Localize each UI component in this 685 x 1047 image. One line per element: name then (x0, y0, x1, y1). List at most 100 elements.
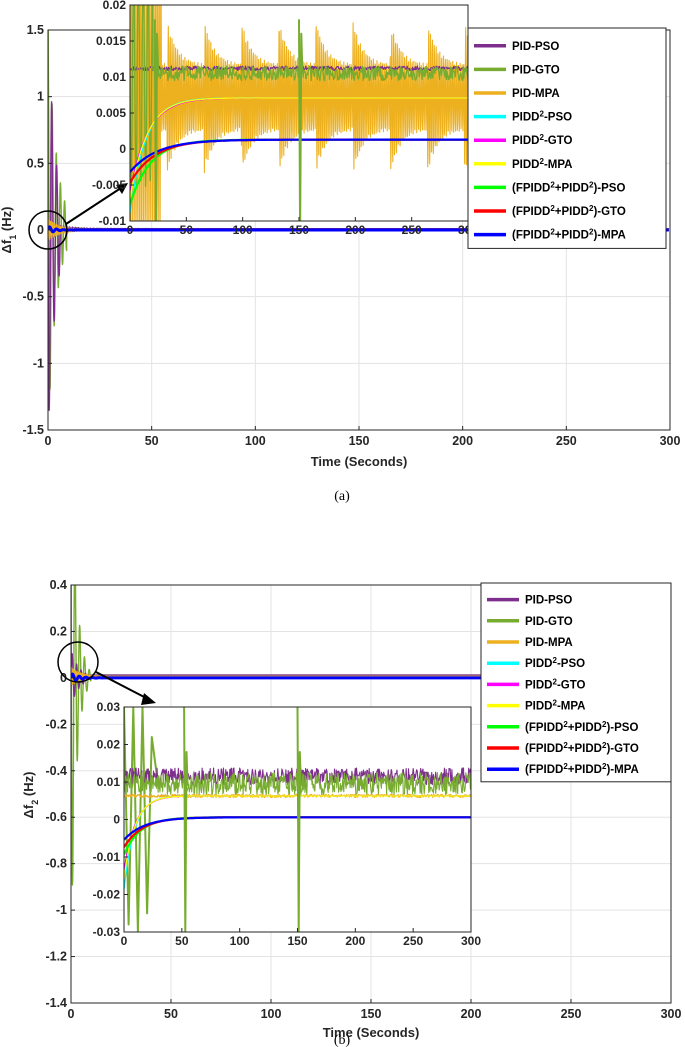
legend-item: (FPIDD2+PIDD2)-MPA (474, 227, 626, 242)
legend-item: PID-PSO (474, 41, 559, 53)
y-tick-label: -0.01 (99, 214, 127, 228)
legend-item: (FPIDD2+PIDD2)-MPA (487, 762, 639, 777)
zoom-arrowhead (116, 183, 128, 194)
y-tick-label: 0.005 (96, 106, 126, 120)
legend-item: PID-GTO (474, 64, 560, 76)
panel-b-inset: 0 50 100 150 200 250 300 -0.03 -0.02 -0.01 0 0.01 0.… (93, 700, 482, 948)
y-tick-label: 0 (119, 142, 126, 156)
panel-b-axes-frame (70, 584, 672, 1004)
x-tick-label: 250 (402, 223, 422, 237)
legend-label: PID-PSO (525, 595, 572, 607)
y-tick-label: 0.01 (103, 70, 127, 84)
legend-item: PID-MPA (474, 88, 560, 100)
y-tick-label: 0.4 (50, 578, 67, 592)
x-tick-label: 150 (361, 1007, 382, 1021)
legend-label: PIDD2-MPA (525, 698, 585, 713)
zoom-arrow (95, 671, 151, 701)
y-tick-label: -0.2 (45, 717, 67, 731)
y-tick-label: 0 (37, 223, 44, 237)
zoom-circle (57, 641, 99, 683)
legend-label: PIDD2-MPA (512, 156, 572, 171)
x-tick-label: 0 (127, 223, 134, 237)
zoom-arrow (65, 185, 125, 225)
y-tick-label: -1.2 (45, 950, 67, 964)
y-tick-label: -1 (33, 356, 44, 370)
legend-item: PID-PSO (487, 595, 572, 607)
legend-label: PID-MPA (525, 637, 573, 649)
y-tick-label: 0 (113, 813, 120, 827)
x-tick-label: 0 (68, 1007, 75, 1021)
legend-label: PIDD2-GTO (525, 677, 586, 692)
y-tick-label: 0.015 (96, 34, 126, 48)
inset-spike (153, 19, 160, 221)
legend-item: PID-GTO (487, 616, 573, 628)
y-tick-label: -0.005 (92, 178, 126, 192)
x-tick-label: 0 (121, 934, 128, 948)
legend-label: (FPIDD2+PIDD2)-MPA (512, 227, 626, 242)
x-axis-label: Time (Seconds) (311, 454, 408, 469)
panel-a-legend: PID-PSO PID-GTO PID-MPA PIDD2-PSO PIDD2-GTO P… (467, 27, 667, 249)
y-tick-label: -0.01 (93, 850, 121, 864)
legend-item: (FPIDD2+PIDD2)-PSO (487, 719, 638, 734)
y-tick-label: -1 (56, 903, 67, 917)
x-tick-label: 100 (233, 223, 253, 237)
legend-label: (FPIDD2+PIDD2)-PSO (525, 719, 638, 734)
legend-label: (FPIDD2+PIDD2)-GTO (512, 204, 626, 219)
y-axis-label: Δf2 (Hz) (21, 772, 40, 819)
y-tick-label: -0.02 (93, 888, 121, 902)
legend-label: PID-GTO (525, 616, 573, 628)
y-tick-label: -0.4 (45, 764, 67, 778)
legend-item: PIDD2-GTO (487, 677, 586, 692)
y-tick-label: -0.5 (22, 290, 44, 304)
legend-item: PIDD2-PSO (474, 109, 572, 124)
y-tick-label: -0.6 (45, 810, 67, 824)
caption-b: (b) (334, 1033, 351, 1047)
y-axis-label: Δf1 (Hz) (0, 207, 18, 254)
legend-label: PID-GTO (512, 64, 560, 76)
legend-label: PID-MPA (512, 88, 560, 100)
y-tick-label: 1.5 (27, 23, 44, 37)
legend-item: PIDD2-MPA (474, 156, 572, 171)
x-tick-label: 150 (287, 934, 307, 948)
legend-item: PIDD2-PSO (487, 656, 585, 671)
y-tick-label: 0.2 (50, 624, 67, 638)
x-tick-label: 200 (345, 934, 365, 948)
y-tick-label: 0.02 (97, 738, 121, 752)
inset-spike (183, 707, 189, 932)
panel-b-legend: PID-PSO PID-GTO PID-MPA PIDD2-PSO PIDD2-GTO P… (480, 582, 672, 783)
legend-item: PIDD2-MPA (487, 698, 585, 713)
y-tick-label: 0 (60, 671, 67, 685)
x-tick-label: 200 (345, 223, 365, 237)
legend-label: PIDD2-PSO (525, 656, 585, 671)
legend-label: (FPIDD2+PIDD2)-GTO (525, 741, 639, 756)
x-tick-label: 150 (349, 434, 370, 448)
x-tick-label: 50 (180, 223, 194, 237)
legend-label: PIDD2-PSO (512, 109, 572, 124)
legend-label: (FPIDD2+PIDD2)-MPA (525, 762, 639, 777)
legend-label: PIDD2-GTO (512, 133, 573, 148)
x-tick-label: 150 (289, 223, 309, 237)
x-tick-label: 200 (461, 1007, 482, 1021)
x-tick-label: 50 (175, 934, 189, 948)
x-tick-label: 300 (661, 1007, 682, 1021)
zoom-arrowhead (141, 693, 156, 705)
y-tick-label: -1.5 (22, 423, 44, 437)
legend-item: PIDD2-GTO (474, 133, 573, 148)
legend-item: (FPIDD2+PIDD2)-GTO (487, 741, 639, 756)
panel-b-inset-frame (123, 706, 472, 933)
x-tick-label: 250 (561, 1007, 582, 1021)
y-tick-label: -1.4 (45, 996, 67, 1010)
x-tick-label: 0 (45, 434, 52, 448)
legend-item: (FPIDD2+PIDD2)-PSO (474, 180, 625, 194)
y-tick-label: 0.01 (97, 775, 121, 789)
y-tick-label: 0.03 (97, 700, 121, 714)
inset-spike (298, 19, 304, 221)
x-axis-label: Time (Seconds) (323, 1025, 420, 1040)
legend-box (480, 582, 672, 783)
zoom-circle (28, 210, 68, 250)
y-tick-label: -0.03 (93, 925, 121, 939)
x-tick-label: 50 (164, 1007, 178, 1021)
x-tick-label: 100 (261, 1007, 282, 1021)
legend-item: PID-MPA (487, 637, 573, 649)
